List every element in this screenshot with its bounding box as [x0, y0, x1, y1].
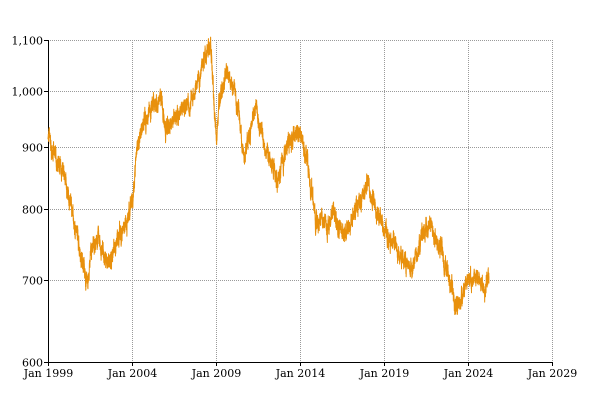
- x-tick-label: Jan 1999: [23, 367, 74, 380]
- grid: [48, 40, 553, 362]
- y-tick-label: 1,000: [12, 86, 44, 99]
- series-line: [47, 36, 490, 315]
- series-layer: [47, 36, 490, 315]
- x-tick-label: Jan 2009: [191, 367, 242, 380]
- x-tick-label: Jan 2019: [359, 367, 410, 380]
- y-tick-label: 800: [22, 204, 43, 217]
- x-tick-label: Jan 2014: [275, 367, 326, 380]
- x-tick-label: Jan 2029: [527, 367, 578, 380]
- axes: [44, 40, 553, 366]
- x-tick-label: Jan 2004: [107, 367, 158, 380]
- x-tick-label: Jan 2024: [443, 367, 494, 380]
- y-tick-label: 700: [22, 275, 43, 288]
- y-tick-label: 600: [22, 357, 43, 370]
- y-tick-label: 900: [22, 142, 43, 155]
- tick-labels: Jan 1999 Jan 2004 Jan 2009 Jan 2014 Jan 2019…: [12, 35, 578, 381]
- y-tick-label: 1,100: [12, 35, 44, 48]
